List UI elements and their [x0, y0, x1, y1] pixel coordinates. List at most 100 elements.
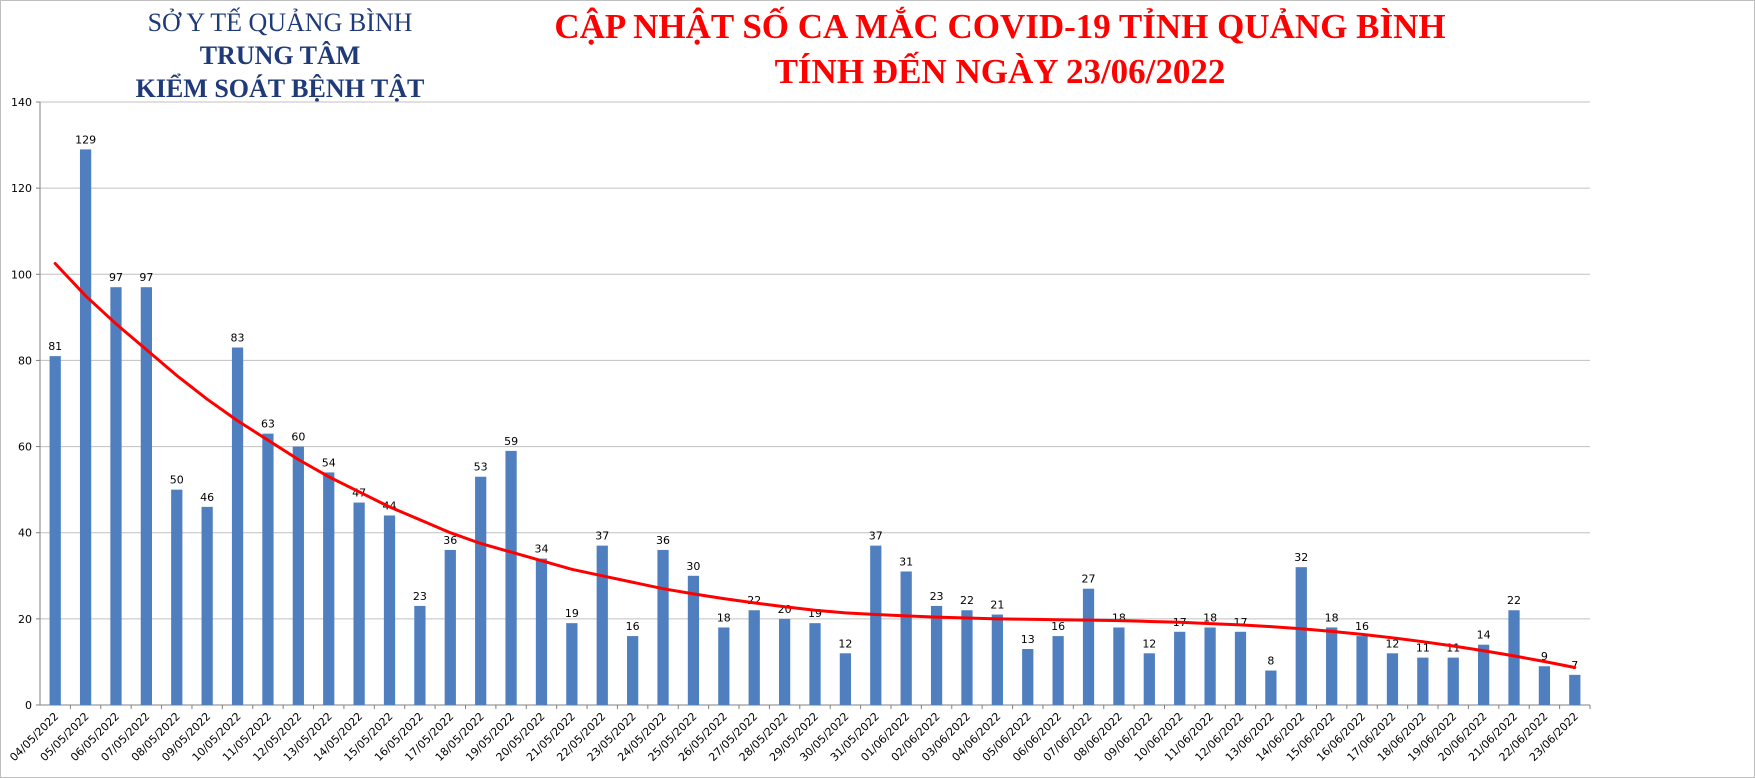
bar — [1478, 644, 1490, 705]
data-label: 50 — [170, 474, 184, 487]
bar — [505, 450, 517, 705]
data-label: 16 — [1051, 620, 1065, 633]
bar — [778, 618, 791, 705]
bar — [657, 549, 669, 705]
bar — [49, 356, 61, 705]
data-label: 7 — [1571, 659, 1578, 672]
bar — [414, 605, 426, 705]
y-tick-label: 60 — [18, 441, 32, 454]
bar — [839, 653, 852, 705]
bar — [353, 502, 365, 705]
bar — [1447, 657, 1459, 705]
data-label: 32 — [1294, 551, 1308, 564]
bar — [110, 287, 122, 705]
y-tick-label: 80 — [18, 354, 32, 367]
bar — [171, 489, 183, 705]
data-label: 23 — [930, 590, 944, 603]
data-label: 12 — [1142, 637, 1156, 650]
trend-line — [53, 262, 1577, 670]
y-tick-label: 120 — [11, 182, 32, 195]
data-label: 97 — [109, 271, 123, 284]
y-tick-label: 0 — [25, 699, 32, 712]
data-label: 21 — [990, 599, 1004, 612]
title-line-1: CẬP NHẬT SỐ CA MẮC COVID-19 TỈNH QUẢNG B… — [554, 7, 1446, 46]
bar — [1295, 567, 1307, 705]
title-line-2: TÍNH ĐẾN NGÀY 23/06/2022 — [774, 52, 1226, 91]
bar — [1386, 653, 1399, 705]
bar — [961, 610, 973, 705]
bar — [1082, 588, 1095, 705]
bar — [718, 627, 730, 705]
bar — [535, 558, 548, 705]
bar — [1204, 627, 1216, 705]
bar — [1143, 653, 1155, 705]
bar — [1265, 670, 1277, 705]
y-tick-label: 140 — [11, 96, 32, 109]
data-label: 18 — [1325, 611, 1339, 624]
bar — [383, 515, 396, 705]
data-label: 16 — [626, 620, 640, 633]
bar — [79, 149, 92, 706]
y-tick-label: 100 — [11, 268, 32, 281]
bar — [1113, 627, 1125, 705]
bar — [1538, 666, 1551, 705]
org-line-2: TRUNG TÂM — [199, 41, 361, 70]
bar — [566, 623, 578, 705]
bar — [1052, 636, 1064, 705]
bar — [748, 610, 760, 705]
data-label: 129 — [75, 133, 96, 146]
data-label: 9 — [1541, 650, 1548, 663]
bar — [1022, 649, 1034, 705]
bar — [991, 614, 1003, 705]
data-label: 18 — [717, 611, 731, 624]
data-label: 22 — [1507, 594, 1521, 607]
data-label: 53 — [474, 461, 488, 474]
data-label: 37 — [869, 530, 883, 543]
data-label: 81 — [48, 340, 62, 353]
data-label: 22 — [960, 594, 974, 607]
data-label: 37 — [595, 530, 609, 543]
bar — [292, 446, 304, 705]
data-label: 54 — [322, 456, 336, 469]
bar — [870, 545, 882, 705]
bar — [900, 571, 912, 705]
bar — [1508, 610, 1520, 705]
org-line-3: KIỂM SOÁT BỆNH TẬT — [135, 74, 425, 103]
bar — [475, 476, 487, 705]
data-label: 34 — [534, 543, 548, 556]
bar — [809, 623, 821, 705]
y-tick-label: 40 — [18, 527, 32, 540]
bar — [140, 287, 152, 705]
organization-header: SỞ Y TẾ QUẢNG BÌNH TRUNG TÂM KIỂM SOÁT B… — [100, 6, 460, 105]
bar — [1174, 631, 1186, 705]
data-label: 46 — [200, 491, 214, 504]
bar — [262, 433, 274, 705]
bar — [1326, 627, 1338, 705]
data-label: 17 — [1233, 616, 1247, 629]
data-label: 19 — [565, 607, 579, 620]
bar — [596, 545, 608, 705]
bar — [323, 472, 335, 705]
data-label: 14 — [1477, 629, 1491, 642]
bar — [1417, 657, 1429, 705]
data-label: 97 — [139, 271, 153, 284]
bar — [1234, 631, 1247, 705]
chart-title: CẬP NHẬT SỐ CA MẮC COVID-19 TỈNH QUẢNG B… — [500, 4, 1500, 94]
data-label: 8 — [1267, 655, 1274, 668]
data-label: 18 — [1112, 611, 1126, 624]
data-label: 16 — [1355, 620, 1369, 633]
bar — [1569, 674, 1581, 705]
data-label: 31 — [899, 555, 913, 568]
data-label: 12 — [838, 637, 852, 650]
data-label: 12 — [1385, 637, 1399, 650]
bar — [687, 575, 700, 705]
bar — [1356, 636, 1368, 705]
bar — [627, 636, 639, 705]
y-tick-label: 20 — [18, 613, 32, 626]
bar — [201, 506, 213, 705]
data-label: 23 — [413, 590, 427, 603]
bar — [930, 605, 943, 705]
data-label: 59 — [504, 435, 518, 448]
data-label: 30 — [686, 560, 700, 573]
